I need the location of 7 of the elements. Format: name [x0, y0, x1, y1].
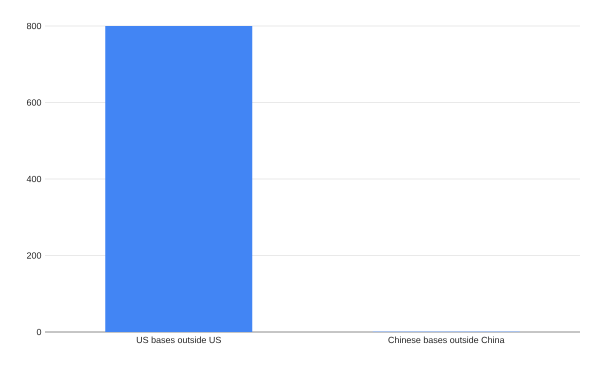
y-tick-label: 400: [26, 176, 42, 182]
y-tick-label: 600: [26, 99, 42, 106]
y-tick-label: 0: [36, 328, 42, 336]
x-tick-label: US bases outside US: [136, 336, 221, 344]
x-tick-label: Chinese bases outside China: [388, 336, 505, 344]
y-tick-label: 200: [26, 252, 42, 259]
y-tick-label: 800: [26, 22, 42, 30]
